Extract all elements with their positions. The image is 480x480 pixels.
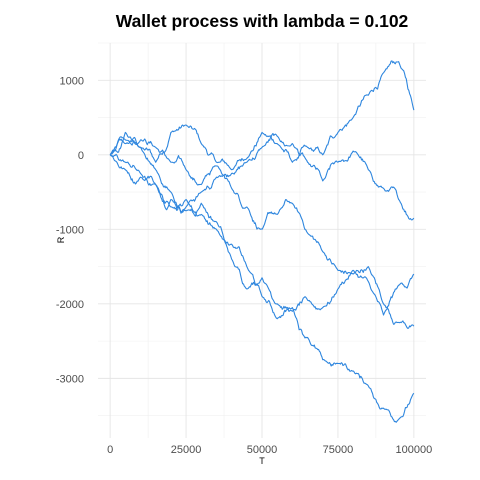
x-tick-label: 50000 (247, 444, 278, 456)
x-tick-label: 75000 (323, 444, 354, 456)
series-line-3 (109, 154, 415, 329)
y-axis-label: R (56, 236, 66, 243)
grid (98, 42, 426, 438)
tick-labels: 0 25000 50000 75000 100000 1000 0 -1000 -2000 -30… (56, 75, 432, 456)
series-layer (109, 60, 415, 423)
series-line-1 (109, 60, 415, 171)
series-line-5 (109, 136, 415, 423)
y-tick-label: 0 (78, 150, 84, 162)
y-tick-label: -2000 (56, 299, 84, 311)
x-axis-label: T (259, 456, 265, 466)
x-tick-label: 0 (107, 444, 113, 456)
x-tick-label: 100000 (395, 444, 432, 456)
series-line-4 (109, 153, 415, 316)
series-line-2 (109, 131, 415, 221)
y-tick-label: 1000 (60, 75, 84, 87)
chart-title: Wallet process with lambda = 0.102 (116, 11, 409, 31)
y-tick-label: -3000 (56, 373, 84, 385)
x-tick-label: 25000 (171, 444, 202, 456)
y-tick-label: -1000 (56, 224, 84, 236)
